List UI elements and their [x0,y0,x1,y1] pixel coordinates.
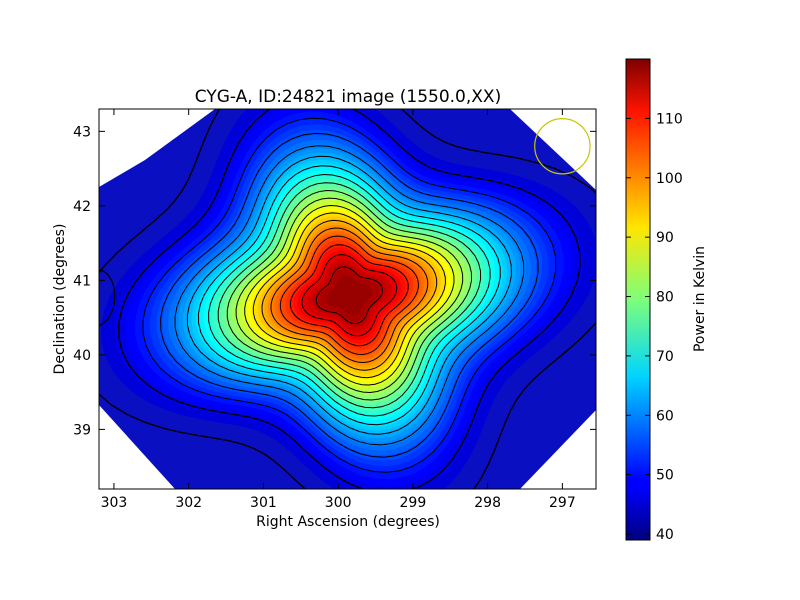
contour-line [235,197,464,394]
heat-band [326,275,373,316]
contour-line [142,117,557,473]
contour-line [261,219,438,371]
x-tick-label: 303 [101,495,128,511]
beam-circle [534,118,591,175]
x-tick-label: 298 [474,495,501,511]
x-axis-label: Right Ascension (degrees) [256,514,440,530]
contour-line [289,244,409,347]
contour-line [270,227,429,364]
plot-frame [98,108,597,490]
heatmap-layer [101,109,596,489]
contour-line [226,189,473,401]
x-axis-ticks: 303 302 301 300 299 298 297 [101,109,576,511]
colorbar: 40 50 60 70 80 90 100 110 Power in Kelvin [625,58,708,543]
contour-line [252,212,446,379]
colorbar-tick-label: 70 [656,349,674,365]
y-axis-label: Declination (degrees) [52,224,68,375]
contour-line [217,182,482,409]
y-tick-label: 40 [73,348,91,364]
x-tick-label: 299 [400,495,427,511]
chart-title: CYG-A, ID:24821 image (1550.0,XX) [195,87,501,107]
y-axis-ticks: 39 40 41 42 43 [73,124,596,438]
contour-line [118,109,581,489]
contour-line [301,254,398,337]
contour-line [315,266,383,325]
contour-lines [99,109,596,489]
y-tick-label: 41 [73,273,91,289]
y-tick-label: 42 [73,199,91,215]
colorbar-tick-label: 100 [656,171,683,187]
edge-contour [99,269,116,327]
y-tick-label: 39 [73,422,91,438]
x-tick-label: 300 [325,495,352,511]
colorbar-tick-label: 60 [656,408,674,424]
colorbar-label: Power in Kelvin [692,246,708,352]
contour-line [174,145,525,446]
colorbar-tick-label: 90 [656,230,674,246]
colorbar-tick-label: 50 [656,468,674,484]
colorbar-ticks: 40 50 60 70 80 90 100 110 [626,111,683,543]
x-tick-label: 301 [250,495,277,511]
x-tick-label: 302 [175,495,202,511]
contour-line [99,109,596,489]
contour-line [197,165,501,426]
x-tick-label: 297 [549,495,576,511]
plot-area: 303 302 301 300 299 298 297 39 40 41 42 43 [73,108,597,511]
colorbar-tick-label: 110 [656,111,683,127]
contour-line [279,235,419,356]
colorbar-tick-label: 40 [656,527,674,543]
contour-line [186,155,512,435]
colorbar-tick-label: 80 [656,290,674,306]
colorbar-gradient [625,58,651,541]
contour-line [160,132,539,458]
y-tick-label: 43 [73,124,91,140]
contour-line [208,173,491,417]
contour-line [244,204,455,386]
